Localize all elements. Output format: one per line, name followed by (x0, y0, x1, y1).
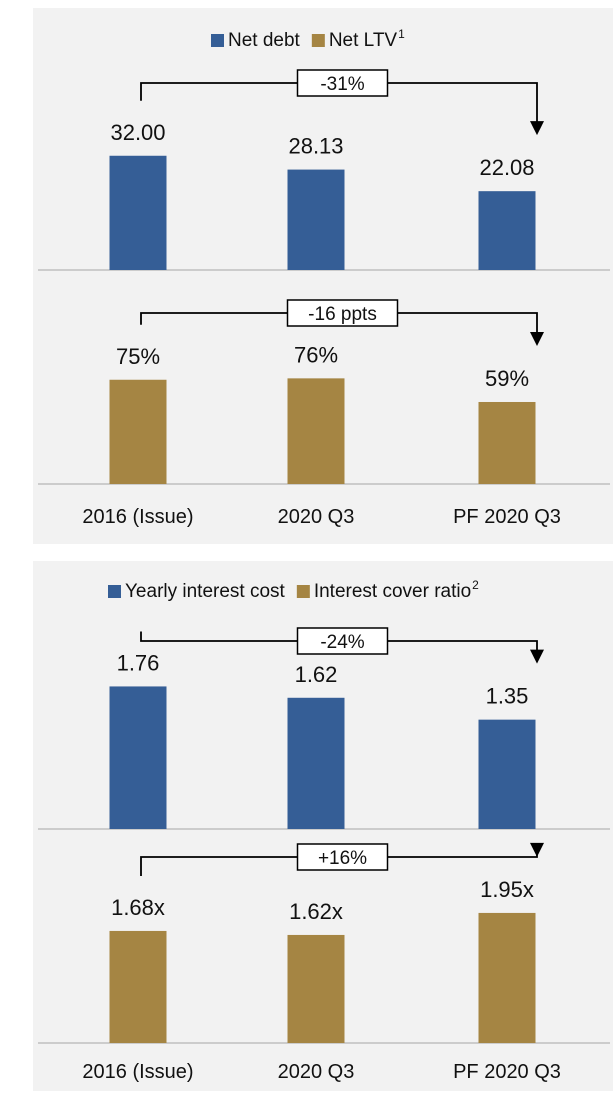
title-strip (0, 0, 615, 8)
data-label-0-2: 22.08 (479, 155, 534, 180)
change-box-0 (296, 69, 389, 97)
chart-interest-cost-cover: Yearly interest cost Interest cover ratio… (38, 578, 610, 1083)
data-label-0-2: 1.35 (486, 684, 529, 709)
bracket-left-0 (140, 631, 298, 642)
data-label-0-0: 32.00 (110, 120, 165, 145)
change-label-1: +16% (318, 848, 367, 869)
chart-net-debt-ltv: Net debt Net LTV 1 32.00 28.13 22.08 -31% 75% 76… (38, 27, 610, 528)
change-box-1 (296, 843, 389, 871)
legend-swatch-0 (211, 34, 224, 47)
data-label-0-1: 28.13 (288, 134, 343, 159)
category-label-2: PF 2020 Q3 (453, 1061, 561, 1083)
bar-1-1 (287, 378, 345, 484)
bracket-right-1 (387, 852, 538, 858)
chart-panel-interest: Yearly interest cost Interest cover ratio… (33, 561, 613, 1091)
bracket-arrowhead-1 (530, 842, 544, 857)
data-label-1-1: 76% (294, 342, 338, 367)
change-bracket-1: +16% (140, 842, 544, 876)
category-label-0: 2016 (Issue) (82, 1061, 193, 1083)
data-label-1-1: 1.62x (289, 899, 343, 924)
bar-1-2 (478, 401, 536, 484)
data-label-0-0: 1.76 (117, 650, 160, 675)
bracket-left-1 (140, 312, 288, 325)
data-label-1-2: 1.95x (480, 877, 534, 902)
bar-0-0 (109, 155, 167, 270)
bracket-arrowhead-0 (530, 649, 544, 664)
bar-1-0 (109, 379, 167, 484)
bar-0-2 (478, 719, 536, 829)
bracket-arrowhead-1 (530, 331, 544, 346)
legend-label-0: Yearly interest cost (125, 581, 286, 602)
chart-panel-net-debt-ltv: Net debt Net LTV 1 32.00 28.13 22.08 -31% 75% 76… (33, 8, 613, 544)
bracket-right-1 (397, 312, 538, 342)
legend-swatch-0 (108, 585, 121, 598)
change-bracket-1: -16 ppts (140, 299, 544, 346)
change-box-1 (286, 299, 399, 327)
bar-0-1 (287, 169, 345, 270)
bar-0-0 (109, 686, 167, 829)
legend-superscript-1: 2 (472, 578, 479, 592)
bar-0-1 (287, 697, 345, 829)
bracket-left-1 (140, 856, 298, 876)
legend-superscript-1: 1 (398, 27, 405, 41)
category-label-2: PF 2020 Q3 (453, 506, 561, 528)
change-label-1: -16 ppts (308, 304, 377, 325)
category-label-1: 2020 Q3 (278, 506, 355, 528)
bracket-right-0 (387, 640, 538, 660)
change-box-0 (296, 627, 389, 655)
data-label-1-0: 1.68x (111, 895, 165, 920)
bracket-left-0 (140, 82, 298, 101)
change-label-0: -24% (320, 632, 364, 653)
category-label-0: 2016 (Issue) (82, 506, 193, 528)
data-label-0-1: 1.62 (295, 662, 338, 687)
data-label-1-0: 75% (116, 344, 160, 369)
legend-swatch-1 (311, 34, 325, 47)
change-label-0: -31% (320, 74, 364, 95)
change-bracket-0: -24% (140, 627, 544, 664)
category-label-1: 2020 Q3 (278, 1061, 355, 1083)
bar-1-0 (109, 930, 167, 1043)
legend-label-1: Net LTV (329, 30, 398, 51)
legend-label-1: Interest cover ratio (314, 581, 471, 602)
change-bracket-0: -31% (140, 69, 544, 136)
bracket-arrowhead-0 (530, 121, 544, 136)
bracket-right-0 (387, 82, 538, 132)
legend-label-0: Net debt (228, 30, 301, 51)
bar-1-1 (287, 934, 345, 1043)
legend-swatch-1 (296, 585, 310, 598)
bar-0-2 (478, 191, 536, 270)
data-label-1-2: 59% (485, 366, 529, 391)
bar-1-2 (478, 912, 536, 1043)
